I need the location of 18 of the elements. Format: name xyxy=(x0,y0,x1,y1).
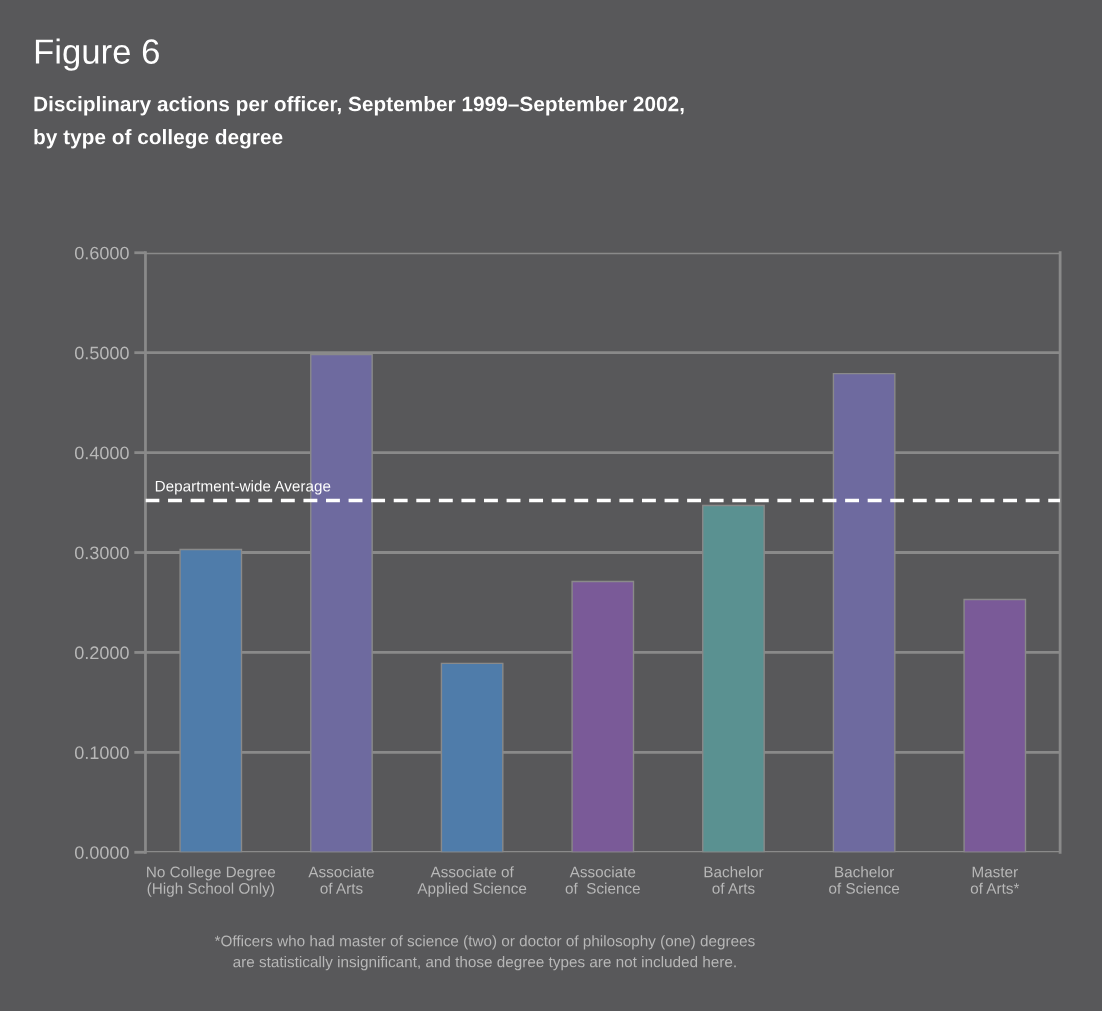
y-tick-label: 0.5000 xyxy=(74,346,129,360)
y-tick-label: 0.3000 xyxy=(74,546,129,560)
y-tick-label: 0.1000 xyxy=(74,746,129,760)
ref-line-label: Department-wide Average xyxy=(155,480,331,495)
x-tick-label: Bachelor of Science xyxy=(829,866,900,894)
x-tick-label: Associate of Science xyxy=(565,866,640,894)
text: *Officers who had master of science (two) or doctor of philosophy (one) degrees are statistically insignificant, and those degree types are not included here. xyxy=(214,935,755,971)
y-tick-label: 0.2000 xyxy=(74,646,129,660)
x-tick-label: Master of Arts* xyxy=(970,866,1020,894)
x-tick-label: Associate of Applied Science xyxy=(417,866,527,897)
y-tick-label: 0.6000 xyxy=(74,246,129,260)
x-tick-label: No College Degree (High School Only) xyxy=(147,866,276,897)
y-tick-label: 0.4000 xyxy=(74,446,129,460)
chart-title: Figure 6 xyxy=(35,38,159,71)
chart-subtitle: Disciplinary actions per officer, September 1999–September 2002, by type of college degree xyxy=(34,96,684,149)
y-tick-label: 0.0000 xyxy=(74,846,129,859)
x-tick-label: Bachelor of Arts xyxy=(704,866,764,894)
x-tick-label: Associate of Arts xyxy=(308,866,374,894)
